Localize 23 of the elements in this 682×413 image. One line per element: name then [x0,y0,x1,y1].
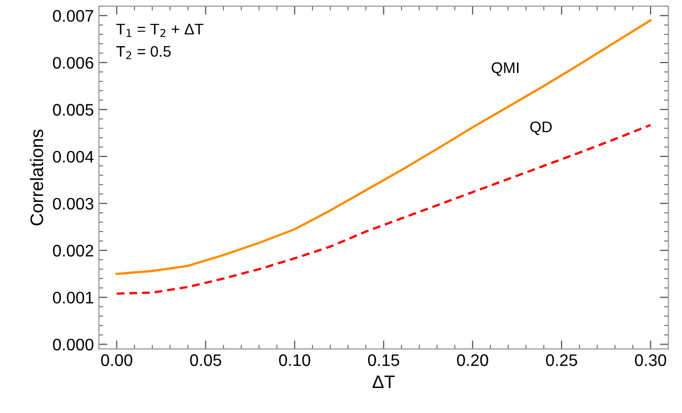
x-tick-label: 0.20 [457,354,488,366]
x-tick-label: 0.10 [279,354,310,366]
y-tick-label: 0.003 [52,198,94,210]
x-tick-label: 0.30 [635,354,666,366]
x-tick-label: 0.25 [546,354,578,366]
y-tick-label: 0.006 [52,56,94,69]
x-tick-label: 0.15 [368,354,400,366]
line-series [116,19,652,275]
x-tick-label: 0.05 [190,354,222,366]
y-tick-label: 0.005 [52,104,94,116]
y-tick-label: 0.007 [52,10,94,22]
y-tick-label: 0.002 [52,244,94,257]
y-tick-label: 0.004 [52,150,94,163]
x-tick-label: 0.00 [101,354,132,366]
line-series [116,124,652,295]
y-axis-title: Correlations [30,130,44,226]
series-label: QD [530,121,552,136]
y-tick-label: 0.000 [52,338,94,350]
annotation: T$_{2}$ = 0.5 [116,46,171,60]
series-label: QMI [492,62,518,76]
annotation: T$_{1}$ = T$_{2}$ + ΔT [116,24,204,37]
y-tick-label: 0.001 [52,292,94,304]
x-axis-title: ΔT [372,376,395,388]
